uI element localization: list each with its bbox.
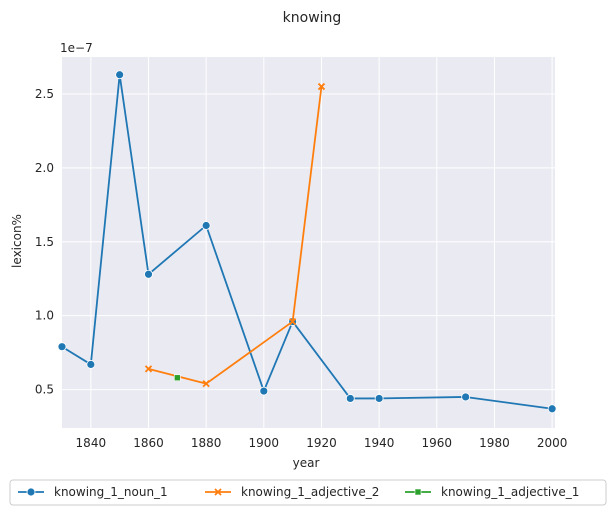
legend-label: knowing_1_adjective_2 <box>241 485 379 499</box>
y-tick-label: 1.0 <box>35 309 54 323</box>
y-tick-label: 1.5 <box>35 235 54 249</box>
marker-stroke <box>202 380 210 388</box>
data-point <box>144 365 153 373</box>
x-tick-label: 1860 <box>133 436 164 450</box>
chart-title: knowing <box>283 10 342 26</box>
data-point <box>144 269 153 279</box>
series-layer <box>57 70 557 414</box>
legend-label: knowing_1_noun_1 <box>54 485 168 499</box>
legend-entry: knowing_1_adjective_2 <box>205 485 379 499</box>
data-point <box>174 374 181 382</box>
data-point <box>547 404 557 414</box>
data-point <box>374 394 384 403</box>
data-point <box>461 392 471 402</box>
marker-stroke <box>289 317 297 326</box>
y-tick-label: 2.5 <box>35 87 54 101</box>
data-point <box>86 360 96 369</box>
y-axis-title: lexicon% <box>10 214 24 268</box>
x-tick-label: 1960 <box>422 436 453 450</box>
y-tick-label: 0.5 <box>35 383 54 397</box>
data-point <box>317 82 326 91</box>
data-point <box>259 386 269 396</box>
series-knowing_1_noun_1 <box>57 70 557 414</box>
marker-stroke <box>317 82 326 91</box>
legend: knowing_1_noun_1 knowing_1_adjective_2 kno… <box>9 479 607 506</box>
y-tick-label: 2.0 <box>35 161 54 175</box>
legend-entry: knowing_1_adjective_1 <box>405 485 579 499</box>
legend-label: knowing_1_adjective_1 <box>441 485 579 499</box>
x-tick-label: 2000 <box>537 436 568 450</box>
data-point <box>115 70 125 80</box>
x-tick-label: 1920 <box>306 436 337 450</box>
legend-box <box>9 479 607 506</box>
x-tick-label: 1940 <box>364 436 395 450</box>
data-point <box>201 221 211 230</box>
marker-stroke <box>214 488 222 496</box>
y-exponent-label: 1e−7 <box>60 41 93 55</box>
x-tick-label: 1900 <box>249 436 280 450</box>
marker-stroke <box>144 365 153 373</box>
plot-area <box>62 57 555 428</box>
data-point <box>57 342 67 352</box>
legend-marker <box>214 488 222 496</box>
legend-marker <box>26 487 36 497</box>
data-point <box>345 394 355 403</box>
tick-labels: 1840 1860 1880 1900 1920 1940 1960 1980 2000 0.5 1… <box>35 87 567 450</box>
legend-marker <box>414 488 422 496</box>
series-knowing_1_adjective_1 <box>174 374 181 382</box>
x-tick-label: 1980 <box>479 436 510 450</box>
data-point <box>202 380 210 388</box>
x-axis-title: year <box>293 456 320 470</box>
x-tick-label: 1880 <box>191 436 222 450</box>
x-tick-label: 1840 <box>76 436 107 450</box>
legend-entry: knowing_1_noun_1 <box>18 485 168 499</box>
data-point <box>289 317 297 326</box>
